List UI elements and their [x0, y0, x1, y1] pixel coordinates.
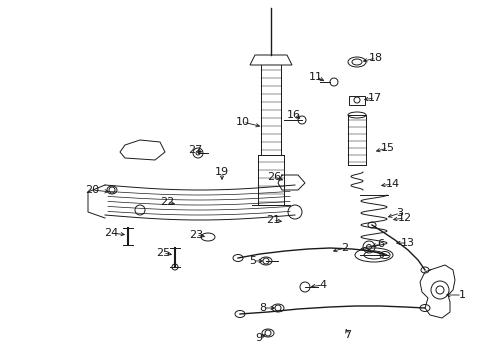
Text: 16: 16 — [286, 110, 301, 120]
Text: 7: 7 — [344, 330, 351, 340]
Text: 11: 11 — [308, 72, 323, 82]
Text: 5: 5 — [249, 256, 256, 266]
Text: 12: 12 — [397, 213, 411, 223]
Text: 24: 24 — [103, 228, 118, 238]
Text: 18: 18 — [368, 53, 382, 63]
Text: 26: 26 — [266, 172, 281, 182]
Text: 27: 27 — [187, 145, 202, 155]
Text: 22: 22 — [160, 197, 174, 207]
Text: 15: 15 — [380, 143, 394, 153]
Text: 2: 2 — [341, 243, 348, 253]
Text: 13: 13 — [400, 238, 414, 248]
Text: 3: 3 — [396, 208, 403, 218]
Text: 25: 25 — [156, 248, 170, 258]
Text: 21: 21 — [265, 215, 280, 225]
Text: 19: 19 — [215, 167, 228, 177]
Text: 1: 1 — [458, 290, 465, 300]
Text: 4: 4 — [319, 280, 326, 290]
Text: 23: 23 — [188, 230, 203, 240]
Text: 10: 10 — [236, 117, 249, 127]
Text: 9: 9 — [255, 333, 262, 343]
Bar — [348, 96, 364, 105]
Text: 17: 17 — [367, 93, 381, 103]
Text: 20: 20 — [85, 185, 99, 195]
Text: 6: 6 — [377, 239, 384, 249]
Text: 14: 14 — [385, 179, 399, 189]
Text: 8: 8 — [259, 303, 266, 313]
